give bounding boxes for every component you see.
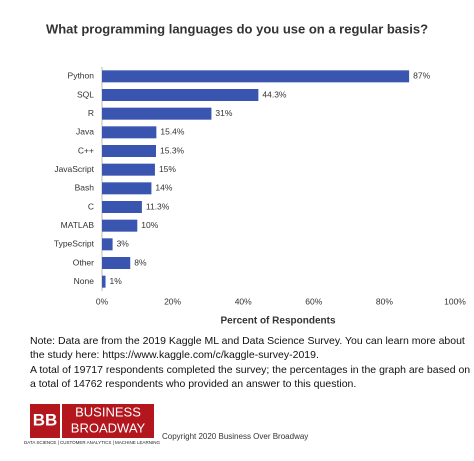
x-tick-label: 80%: [376, 296, 393, 306]
note-line: Note: Data are from the 2019 Kaggle ML a…: [30, 335, 465, 347]
y-tick-label: TypeScript: [54, 239, 95, 249]
logo-line: BROADWAY: [71, 420, 146, 435]
value-label: 14%: [155, 183, 172, 193]
value-label: 1%: [110, 276, 123, 286]
logo-line: BUSINESS: [75, 404, 141, 419]
logo-band: [62, 404, 154, 438]
y-tick-label: Bash: [75, 183, 95, 193]
y-tick-label: Python: [68, 71, 95, 81]
bar: [102, 145, 157, 157]
y-tick-label: Java: [76, 127, 94, 137]
x-tick-label: 20%: [164, 296, 181, 306]
value-label: 15%: [159, 164, 176, 174]
x-tick-label: 60%: [305, 296, 322, 306]
value-label: 31%: [215, 108, 232, 118]
y-tick-label: R: [88, 108, 94, 118]
y-tick-label: None: [74, 276, 95, 286]
note-line: a total of 14762 respondents who provide…: [30, 378, 356, 390]
bar: [102, 201, 142, 213]
y-tick-label: C++: [78, 145, 94, 155]
logo-tagline: DATA SCIENCE | CUSTOMER ANALYTICS | MACH…: [24, 440, 161, 445]
copyright: Copyright 2020 Business Over Broadway: [162, 432, 308, 441]
y-tick-label: C: [88, 201, 94, 211]
logo-box: [30, 404, 60, 438]
y-tick-label: MATLAB: [61, 220, 95, 230]
y-tick-label: SQL: [77, 89, 94, 99]
value-label: 11.3%: [146, 201, 170, 211]
bar: [102, 107, 212, 120]
bar: [102, 238, 113, 251]
note-line: A total of 19717 respondents completed t…: [30, 364, 470, 376]
chart-title: What programming languages do you use on…: [46, 21, 428, 36]
bar: [102, 219, 138, 232]
value-label: 87%: [413, 71, 430, 81]
bar: [102, 275, 106, 288]
x-tick-label: 0%: [96, 296, 109, 306]
bar: [102, 182, 152, 195]
y-tick-label: Other: [73, 257, 94, 267]
y-tick-label: JavaScript: [54, 164, 94, 174]
note-line: the study here: https://www.kaggle.com/c…: [30, 349, 319, 361]
value-label: 3%: [117, 239, 130, 249]
x-tick-label: 100%: [444, 296, 466, 306]
bar: [102, 89, 259, 101]
bar: [102, 163, 155, 176]
bar: [102, 126, 157, 139]
logo-mark: BB: [33, 410, 58, 429]
value-label: 15.4%: [160, 127, 185, 137]
x-axis-title: Percent of Respondents: [220, 316, 335, 327]
value-label: 10%: [141, 220, 158, 230]
value-label: 15.3%: [160, 145, 185, 155]
x-tick-label: 40%: [235, 296, 252, 306]
value-label: 44.3%: [262, 89, 287, 99]
logo: BB BUSINESS BROADWAY DATA SCIENCE | CUST…: [24, 404, 161, 445]
value-label: 8%: [134, 257, 147, 267]
bar: [102, 257, 131, 269]
bar: [102, 70, 410, 83]
